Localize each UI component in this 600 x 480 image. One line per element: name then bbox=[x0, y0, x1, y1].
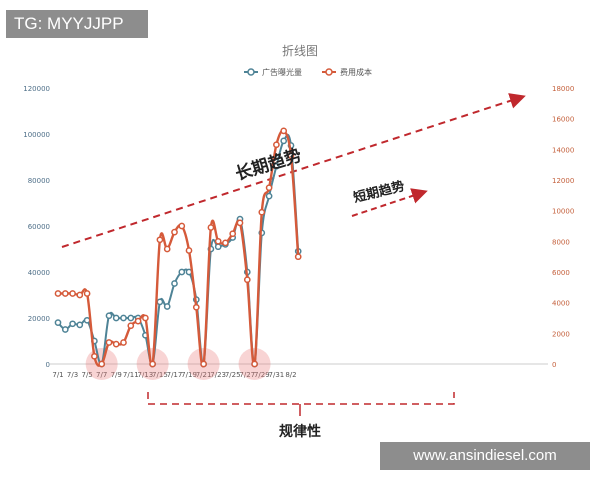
short-trend-arrow bbox=[351, 188, 428, 217]
data-point bbox=[258, 208, 266, 216]
data-point bbox=[200, 360, 207, 368]
chart-title: 折线图 bbox=[282, 43, 318, 58]
x-tick-label: 7/1 bbox=[52, 371, 63, 379]
y-left-tick-label: 80000 bbox=[28, 177, 50, 185]
data-point bbox=[54, 319, 62, 326]
data-point bbox=[214, 243, 222, 251]
data-point bbox=[171, 280, 178, 287]
regularity-label: 规律性 bbox=[279, 423, 321, 440]
data-point bbox=[251, 360, 258, 368]
x-tick-label: 7/7 bbox=[96, 371, 107, 379]
tag-label: TG: MYYJJPP bbox=[6, 10, 148, 38]
data-point bbox=[214, 237, 222, 245]
data-point bbox=[280, 127, 288, 135]
x-tick-label: 7/13 bbox=[137, 371, 153, 379]
data-point bbox=[178, 222, 186, 230]
y-left-tick-label: 100000 bbox=[23, 131, 50, 139]
x-tick-label: 7/15 bbox=[152, 371, 168, 379]
y-left-tick-label: 60000 bbox=[28, 223, 50, 231]
y-left-tick-label: 20000 bbox=[28, 315, 50, 323]
data-point bbox=[273, 141, 280, 149]
x-tick-label: 7/3 bbox=[67, 371, 78, 379]
data-point bbox=[91, 352, 98, 360]
data-point bbox=[156, 298, 164, 306]
legend-marker bbox=[325, 68, 333, 76]
data-point bbox=[76, 291, 84, 299]
data-point bbox=[207, 224, 215, 231]
data-point bbox=[69, 320, 76, 328]
x-tick-label: 7/23 bbox=[210, 371, 226, 379]
x-tick-label: 7/25 bbox=[225, 371, 241, 379]
x-tick-label: 7/21 bbox=[196, 371, 212, 379]
y-right-tick-label: 18000 bbox=[552, 85, 574, 93]
y-right-tick-label: 6000 bbox=[552, 269, 570, 277]
data-point bbox=[105, 312, 113, 320]
x-tick-label: 7/29 bbox=[254, 371, 270, 379]
data-point bbox=[120, 339, 127, 346]
data-point bbox=[112, 340, 120, 348]
y-right-tick-label: 10000 bbox=[552, 208, 574, 216]
data-point bbox=[61, 326, 69, 333]
data-point bbox=[54, 290, 62, 297]
y-right-tick-label: 14000 bbox=[552, 146, 574, 154]
data-point bbox=[112, 314, 120, 322]
data-point bbox=[149, 360, 156, 368]
x-tick-label: 7/9 bbox=[111, 371, 122, 379]
y-left-tick-label: 0 bbox=[46, 361, 50, 369]
data-point bbox=[127, 314, 135, 322]
data-point bbox=[171, 228, 178, 236]
short-trend-label: 短期趋势 bbox=[352, 178, 406, 206]
data-point bbox=[105, 339, 113, 346]
legend-marker bbox=[247, 68, 255, 76]
data-point bbox=[178, 268, 186, 276]
watermark-label: www.ansindiesel.com bbox=[380, 442, 590, 470]
data-point bbox=[83, 316, 91, 324]
x-tick-label: 8/2 bbox=[285, 371, 296, 379]
legend-label: 广告曝光量 bbox=[262, 67, 302, 77]
data-point bbox=[156, 236, 164, 244]
y-right-tick-label: 4000 bbox=[552, 300, 570, 308]
data-point bbox=[127, 322, 135, 330]
data-point bbox=[76, 321, 84, 329]
y-right-tick-label: 2000 bbox=[552, 330, 570, 338]
data-point bbox=[163, 303, 171, 310]
x-tick-label: 7/27 bbox=[239, 371, 255, 379]
data-point bbox=[265, 184, 273, 192]
data-point bbox=[163, 245, 171, 253]
x-tick-label: 7/31 bbox=[269, 371, 285, 379]
data-point bbox=[120, 314, 127, 322]
y-right-tick-label: 12000 bbox=[552, 177, 574, 185]
y-left-tick-label: 120000 bbox=[23, 85, 50, 93]
x-tick-label: 7/11 bbox=[123, 371, 139, 379]
y-left-tick-label: 40000 bbox=[28, 269, 50, 277]
x-tick-label: 7/17 bbox=[167, 371, 183, 379]
data-point bbox=[265, 192, 273, 200]
data-point bbox=[222, 239, 229, 247]
regularity-bracket bbox=[147, 392, 455, 405]
data-point bbox=[192, 303, 200, 311]
x-tick-label: 7/19 bbox=[181, 371, 197, 379]
data-point bbox=[236, 219, 244, 227]
legend-label: 费用成本 bbox=[340, 67, 372, 77]
data-point bbox=[98, 360, 106, 368]
data-point bbox=[243, 276, 251, 284]
y-right-tick-label: 8000 bbox=[552, 238, 570, 246]
data-point bbox=[83, 290, 91, 297]
y-right-tick-label: 16000 bbox=[552, 116, 574, 124]
data-point bbox=[134, 317, 142, 325]
data-point bbox=[61, 290, 69, 297]
data-point bbox=[287, 152, 295, 159]
y-right-tick-label: 0 bbox=[552, 361, 556, 369]
data-point bbox=[229, 230, 237, 238]
x-tick-label: 7/5 bbox=[81, 371, 92, 379]
data-point bbox=[294, 253, 302, 261]
data-point bbox=[69, 290, 76, 297]
data-point bbox=[280, 137, 288, 145]
data-point bbox=[142, 314, 149, 322]
data-point bbox=[185, 247, 193, 254]
